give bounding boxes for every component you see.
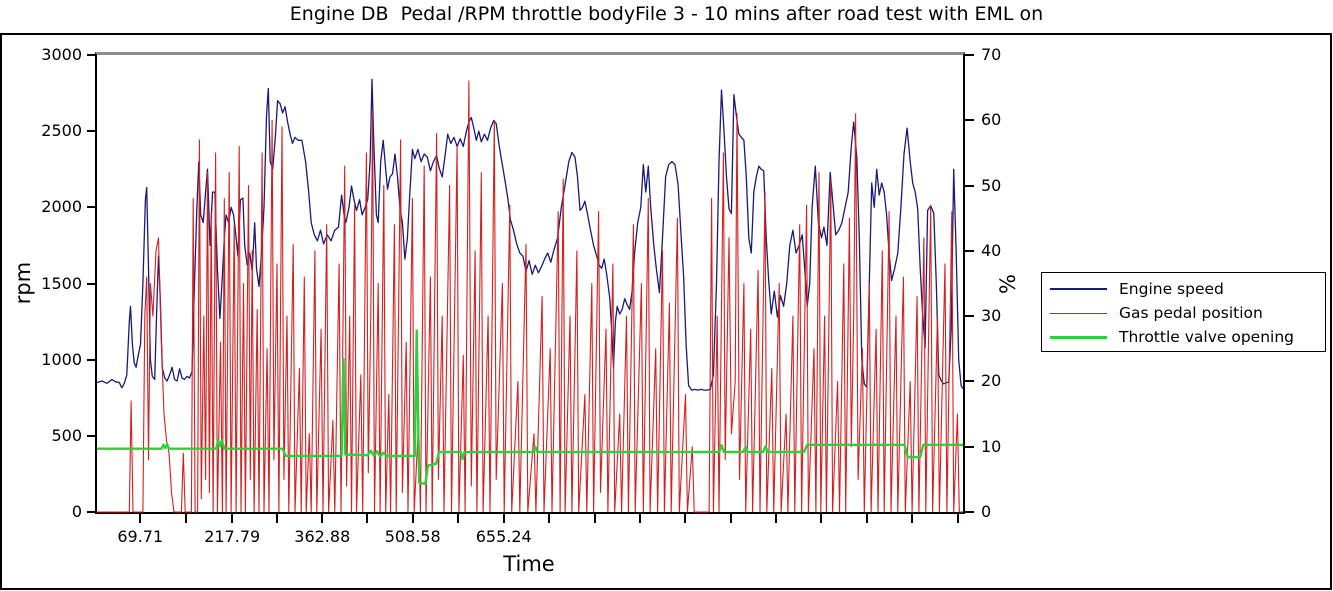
x-tick bbox=[231, 514, 234, 523]
throttle-valve-line-sample bbox=[1050, 335, 1107, 339]
x-tick bbox=[729, 514, 732, 523]
y-left-tick bbox=[87, 282, 96, 285]
x-tick bbox=[638, 514, 641, 523]
x-tick bbox=[865, 514, 868, 523]
y-left-tick bbox=[87, 511, 96, 513]
y-left-tick-label: 2500 bbox=[41, 121, 82, 141]
y-right-tick-label: 70 bbox=[981, 45, 1002, 64]
x-tick-label: 655.24 bbox=[475, 527, 532, 546]
x-tick-label: 362.88 bbox=[294, 527, 351, 546]
x-axis-title: Time bbox=[503, 552, 555, 576]
x-tick bbox=[185, 514, 188, 523]
legend-label: Engine speed bbox=[1119, 280, 1224, 298]
legend-label: Throttle valve opening bbox=[1119, 328, 1294, 346]
y-right-tick bbox=[965, 119, 974, 122]
y-right-tick bbox=[965, 445, 974, 448]
y-left-tick bbox=[87, 54, 96, 56]
y-left-tick-label: 2000 bbox=[41, 197, 82, 217]
y-right-tick-label: 30 bbox=[981, 306, 1002, 326]
engine-speed-line-sample bbox=[1050, 288, 1107, 290]
x-tick bbox=[276, 514, 279, 523]
y-right-tick bbox=[965, 380, 974, 383]
y-left-tick-label: 1000 bbox=[41, 349, 82, 369]
legend-item-gas-pedal-position: Gas pedal position bbox=[1050, 301, 1320, 325]
y-right-tick-label: 60 bbox=[981, 110, 1002, 130]
x-tick bbox=[411, 514, 414, 523]
x-tick bbox=[139, 514, 142, 523]
x-tick bbox=[820, 514, 823, 523]
x-tick bbox=[548, 514, 551, 523]
y-right-tick bbox=[965, 315, 974, 318]
legend-label: Gas pedal position bbox=[1119, 304, 1263, 322]
y-left-tick-label: 1500 bbox=[41, 273, 82, 293]
x-tick bbox=[911, 514, 914, 523]
legend-item-throttle-valve-opening: Throttle valve opening bbox=[1050, 325, 1320, 349]
x-tick bbox=[457, 514, 460, 523]
chart-title: Engine DB Pedal /RPM throttle bodyFile 3… bbox=[289, 3, 1044, 25]
y-right-tick-label: 0 bbox=[981, 502, 992, 521]
x-tick bbox=[593, 514, 596, 523]
y-right-tick-label: 40 bbox=[981, 240, 1002, 260]
y-left-tick bbox=[87, 206, 96, 209]
x-tick bbox=[502, 514, 505, 523]
x-tick-label: 69.71 bbox=[117, 527, 164, 546]
y-left-tick-label: 0 bbox=[71, 502, 82, 521]
y-right-tick-label: 50 bbox=[981, 175, 1002, 195]
x-tick-label: 508.58 bbox=[384, 527, 441, 546]
plot-series-canvas bbox=[96, 78, 964, 513]
y-left-tick-label: 3000 bbox=[41, 45, 82, 64]
y-right-tick bbox=[965, 184, 974, 187]
y-left-tick bbox=[87, 130, 96, 133]
y-right-tick-label: 10 bbox=[981, 436, 1002, 456]
series-line-engine-speed bbox=[96, 78, 964, 391]
series-line-throttle-valve-opening bbox=[97, 329, 963, 486]
x-tick bbox=[684, 514, 687, 523]
y-left-tick bbox=[87, 358, 96, 361]
y-right-tick bbox=[965, 511, 974, 513]
gas-pedal-line-sample bbox=[1050, 312, 1107, 314]
x-tick bbox=[775, 514, 778, 523]
y-right-tick bbox=[965, 54, 974, 56]
legend-box: Engine speed Gas pedal position Throttle… bbox=[1041, 272, 1326, 352]
y-left-tick bbox=[87, 434, 96, 437]
y-right-axis-title: % bbox=[996, 274, 1020, 294]
x-tick bbox=[366, 514, 369, 523]
y-right-tick-label: 20 bbox=[981, 371, 1002, 391]
x-tick-label: 217.79 bbox=[204, 527, 261, 546]
x-tick bbox=[321, 514, 324, 523]
legend-item-engine-speed: Engine speed bbox=[1050, 277, 1320, 301]
y-left-tick-label: 500 bbox=[51, 425, 82, 445]
series-line-gas-pedal-position bbox=[97, 80, 963, 513]
y-right-tick bbox=[965, 249, 974, 252]
x-tick bbox=[956, 514, 959, 523]
